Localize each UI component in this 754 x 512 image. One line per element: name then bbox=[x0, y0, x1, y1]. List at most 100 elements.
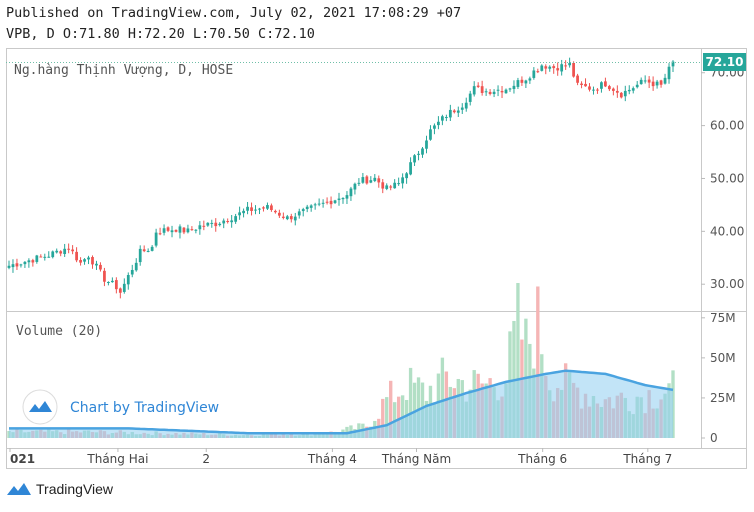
candle-body bbox=[27, 260, 31, 263]
candle-body bbox=[274, 210, 277, 213]
candle-body bbox=[643, 80, 647, 82]
candle-body bbox=[448, 109, 452, 118]
tradingview-brand[interactable]: TradingView bbox=[6, 481, 113, 497]
ohlc-header: VPB, D O:71.80 H:72.20 L:70.50 C:72.10 bbox=[6, 26, 315, 42]
candle-body bbox=[631, 88, 635, 91]
candle-body bbox=[110, 280, 114, 283]
chart-frame bbox=[6, 48, 747, 469]
candle-body bbox=[246, 206, 249, 211]
volume-tick-label: 75M bbox=[710, 311, 736, 325]
candle-body bbox=[615, 90, 619, 93]
candle-body bbox=[619, 92, 623, 98]
candle-body bbox=[600, 82, 603, 89]
candle-body bbox=[83, 259, 86, 262]
candle-body bbox=[512, 85, 516, 90]
price-tick-label: 50.00 bbox=[710, 171, 744, 185]
candle-body bbox=[365, 176, 369, 184]
candle-body bbox=[99, 264, 102, 270]
candle-body bbox=[79, 260, 82, 263]
candle-body bbox=[35, 255, 39, 262]
candle-body bbox=[516, 80, 520, 87]
volume-ma-area bbox=[9, 370, 673, 438]
candle-body bbox=[301, 209, 305, 212]
candle-body bbox=[492, 91, 496, 95]
candle-body bbox=[158, 233, 162, 235]
candle-body bbox=[258, 208, 261, 210]
candle-body bbox=[325, 201, 329, 203]
candle-body bbox=[468, 93, 472, 102]
candle-body bbox=[393, 182, 397, 189]
candle-body bbox=[71, 249, 75, 252]
candle-body bbox=[170, 230, 174, 233]
last-price-label: 72.10 bbox=[706, 55, 744, 69]
candle-body bbox=[441, 116, 444, 121]
candle-body bbox=[114, 280, 118, 290]
candle-body bbox=[528, 78, 532, 81]
candle-body bbox=[417, 153, 420, 155]
candle-body bbox=[373, 177, 377, 181]
candle-body bbox=[218, 223, 222, 226]
candle-body bbox=[206, 222, 210, 226]
tradingview-watermark[interactable]: Chart by TradingView bbox=[22, 389, 219, 425]
candle-body bbox=[23, 261, 27, 265]
candle-body bbox=[313, 204, 317, 206]
candle-body bbox=[134, 262, 138, 271]
candle-body bbox=[556, 68, 560, 71]
candle-body bbox=[321, 202, 325, 204]
candle-body bbox=[576, 75, 579, 83]
candle-body bbox=[210, 222, 214, 224]
candle-body bbox=[150, 246, 154, 251]
candle-body bbox=[118, 288, 122, 293]
candle-body bbox=[162, 228, 166, 233]
volume-tick-label: 50M bbox=[710, 351, 736, 365]
volume-ma-line bbox=[9, 369, 674, 435]
candle-body bbox=[604, 81, 607, 87]
candle-body bbox=[337, 198, 341, 201]
candle-body bbox=[456, 110, 460, 113]
candle-body bbox=[433, 125, 436, 129]
candle-body bbox=[329, 200, 333, 205]
candle-body bbox=[242, 210, 245, 214]
volume-tick-label: 0 bbox=[710, 431, 718, 445]
candle-body bbox=[345, 195, 349, 199]
candle-body bbox=[154, 232, 158, 246]
candle-body bbox=[63, 248, 67, 255]
candle-body bbox=[341, 198, 345, 200]
volume-pane bbox=[7, 282, 675, 438]
candle-body bbox=[254, 209, 257, 211]
candle-body bbox=[540, 65, 544, 71]
candle-body bbox=[194, 229, 198, 231]
candle-body bbox=[51, 251, 55, 258]
candle-body bbox=[293, 216, 297, 221]
candle-body bbox=[385, 185, 389, 189]
candle-body bbox=[11, 264, 15, 268]
candle-body bbox=[107, 281, 110, 283]
candle-body bbox=[460, 107, 464, 110]
candle-body bbox=[130, 269, 134, 275]
candle-body bbox=[389, 186, 393, 188]
volume-bar bbox=[381, 398, 385, 438]
candle-body bbox=[464, 102, 468, 109]
candle-body bbox=[480, 86, 484, 93]
candle-body bbox=[19, 264, 23, 266]
candle-body bbox=[627, 89, 631, 92]
tradingview-logo-icon bbox=[7, 483, 31, 495]
candle-body bbox=[238, 212, 241, 216]
candle-body bbox=[138, 248, 142, 263]
candle-body bbox=[59, 251, 63, 254]
watermark-logo-icon bbox=[22, 389, 58, 425]
candle-body bbox=[126, 275, 130, 285]
last-price-badge bbox=[703, 53, 746, 71]
candle-body bbox=[405, 173, 408, 179]
candle-body bbox=[655, 81, 659, 86]
candle-body bbox=[31, 260, 35, 263]
candle-body bbox=[369, 180, 373, 183]
candle-body bbox=[39, 256, 43, 258]
candle-body bbox=[588, 86, 591, 90]
price-tick-label: 30.00 bbox=[710, 277, 744, 291]
candle-body bbox=[317, 203, 321, 205]
candle-body bbox=[560, 64, 564, 72]
candle-body bbox=[667, 66, 671, 80]
time-tick-label: Tháng 6 bbox=[517, 452, 567, 466]
